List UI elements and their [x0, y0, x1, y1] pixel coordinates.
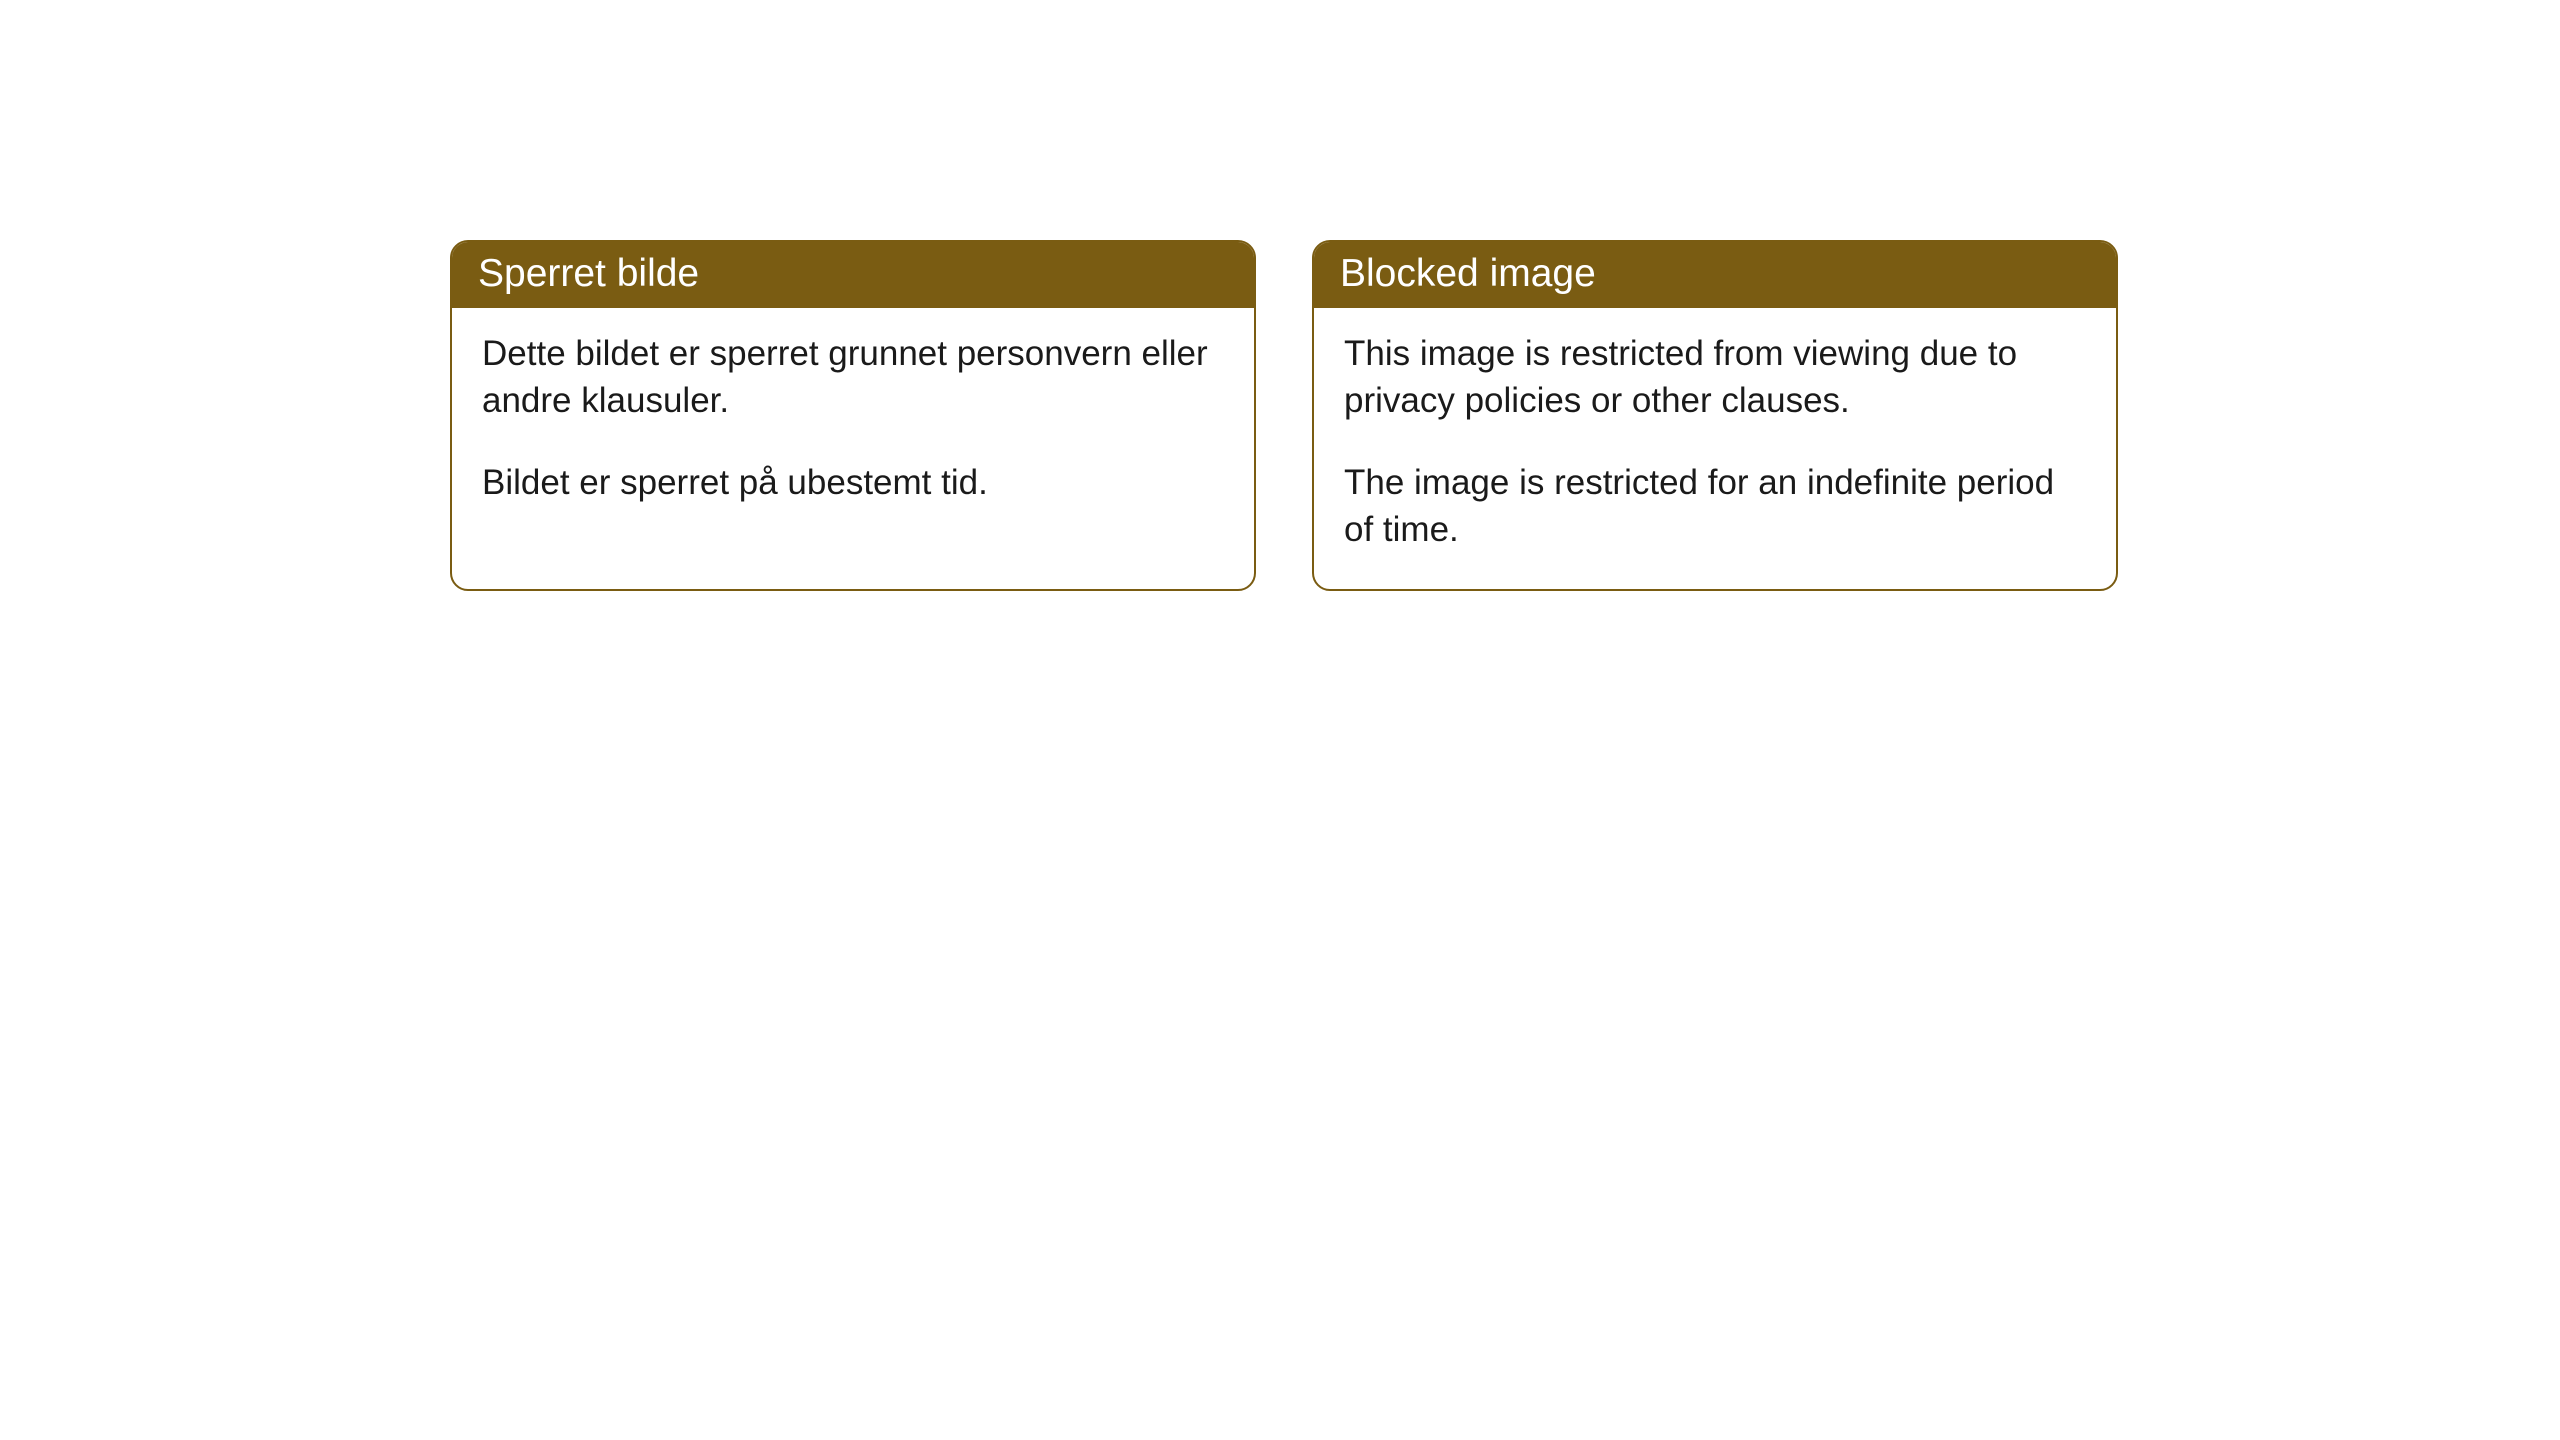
notice-paragraph: Dette bildet er sperret grunnet personve…	[482, 330, 1224, 425]
notice-card-english: Blocked image This image is restricted f…	[1312, 240, 2118, 591]
notice-body: Dette bildet er sperret grunnet personve…	[452, 308, 1254, 542]
notice-paragraph: Bildet er sperret på ubestemt tid.	[482, 459, 1224, 506]
notice-card-norwegian: Sperret bilde Dette bildet er sperret gr…	[450, 240, 1256, 591]
notice-paragraph: The image is restricted for an indefinit…	[1344, 459, 2086, 554]
notice-paragraph: This image is restricted from viewing du…	[1344, 330, 2086, 425]
notice-container: Sperret bilde Dette bildet er sperret gr…	[450, 240, 2118, 591]
notice-header: Sperret bilde	[452, 242, 1254, 308]
notice-body: This image is restricted from viewing du…	[1314, 308, 2116, 589]
notice-header: Blocked image	[1314, 242, 2116, 308]
